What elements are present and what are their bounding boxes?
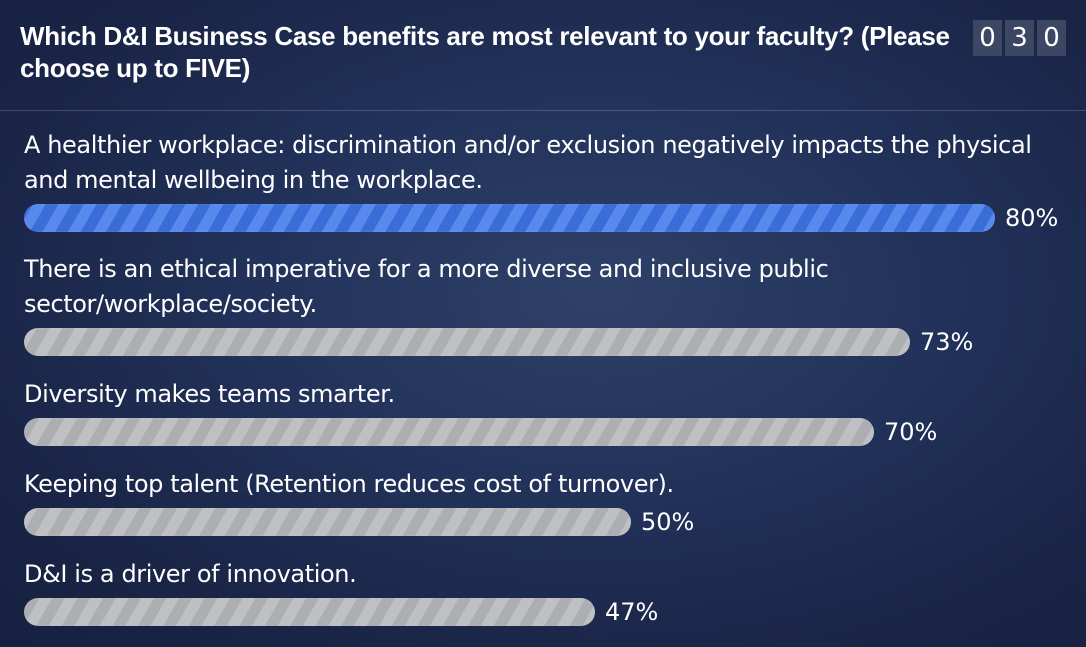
result-bar: [24, 328, 910, 356]
result-bar: [24, 418, 874, 446]
response-counter-digit: 0: [1037, 20, 1066, 56]
poll-question: Which D&I Business Case benefits are mos…: [20, 21, 950, 83]
result-bar: [24, 204, 995, 232]
poll-header: Which D&I Business Case benefits are mos…: [0, 0, 1086, 111]
option-label: D&I is a driver of innovation.: [24, 560, 357, 588]
option-label: There is an ethical imperative for a mor…: [24, 255, 829, 318]
result-percentage: 73%: [920, 328, 974, 356]
response-counter: 0 3 0: [973, 20, 1066, 56]
response-counter-digit: 3: [1005, 20, 1034, 56]
result-bar: [24, 508, 631, 536]
option-label: Diversity makes teams smarter.: [24, 380, 395, 408]
result-percentage: 70%: [884, 418, 938, 446]
option-label: Keeping top talent (Retention reduces co…: [24, 470, 674, 498]
response-counter-digit: 0: [973, 20, 1002, 56]
result-percentage: 47%: [605, 598, 659, 626]
result-percentage: 80%: [1005, 204, 1059, 232]
option-label: A healthier workplace: discrimination an…: [24, 131, 1032, 194]
result-bar: [24, 598, 595, 626]
result-percentage: 50%: [641, 508, 695, 536]
